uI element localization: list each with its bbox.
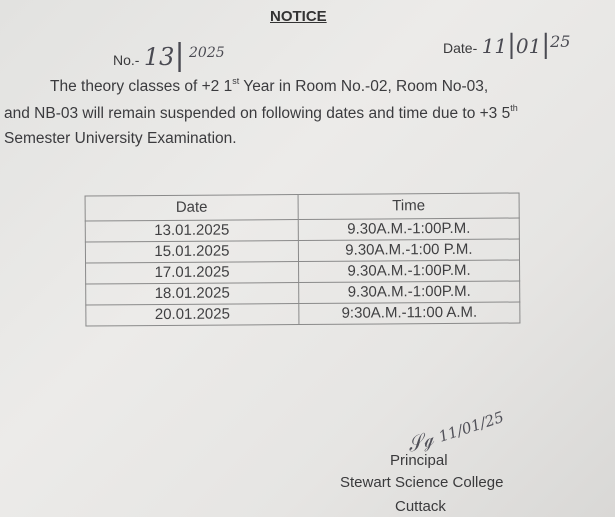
notice-date: Date- 11|01|25 (443, 30, 571, 60)
footer-designation: Principal (390, 452, 448, 469)
paragraph-line-1: The theory classes of +2 1st Year in Roo… (50, 76, 489, 95)
date-month: 01 (515, 34, 542, 58)
notice-number: No.- 13| 2025 (113, 38, 225, 73)
signature: 𝒮ℊ 11/01/25 (403, 407, 507, 457)
time-cell: 9.30A.M.-1:00P.M. (298, 259, 520, 283)
paragraph-line-3: Semester University Examination. (4, 130, 237, 147)
number-label: No.- (113, 52, 140, 68)
date-cell: 15.01.2025 (85, 240, 299, 264)
time-cell: 9.30A.M.-1:00 P.M. (298, 238, 520, 262)
time-cell: 9.30A.M.-1:00P.M. (298, 217, 520, 241)
date-day: 11 (481, 34, 508, 58)
footer-institution: Stewart Science College (340, 474, 504, 491)
date-year: 25 (550, 32, 571, 51)
header-date: Date (85, 194, 299, 222)
time-cell: 9.30A.M.-1:00P.M. (298, 280, 520, 304)
table-row: 17.01.2025 9.30A.M.-1:00P.M. (85, 259, 520, 285)
table-row: 15.01.2025 9.30A.M.-1:00 P.M. (85, 238, 520, 264)
date-cell: 20.01.2025 (85, 303, 299, 327)
footer-city: Cuttack (395, 498, 446, 515)
header-time: Time (298, 192, 520, 220)
date-cell: 13.01.2025 (85, 219, 299, 243)
paragraph-line-2: and NB-03 will remain suspended on follo… (4, 103, 518, 122)
table-row: 18.01.2025 9.30A.M.-1:00P.M. (85, 280, 520, 306)
table-row: 13.01.2025 9.30A.M.-1:00P.M. (85, 217, 520, 243)
notice-title: NOTICE (270, 8, 327, 25)
date-cell: 18.01.2025 (85, 282, 299, 306)
number-year: 2025 (189, 45, 225, 61)
schedule-table: Date Time 13.01.2025 9.30A.M.-1:00P.M. 15… (85, 192, 521, 327)
date-cell: 17.01.2025 (85, 261, 299, 285)
time-cell: 9:30A.M.-11:00 A.M. (298, 301, 520, 325)
number-value: 13 (143, 43, 175, 71)
date-label: Date- (443, 40, 478, 56)
table-header-row: Date Time (85, 192, 520, 222)
table-row: 20.01.2025 9:30A.M.-11:00 A.M. (85, 301, 520, 327)
